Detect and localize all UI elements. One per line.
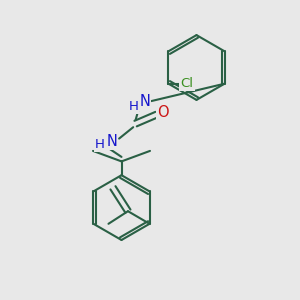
Text: H: H (95, 138, 104, 151)
Text: N: N (106, 134, 117, 148)
Text: H: H (128, 100, 138, 113)
Text: Cl: Cl (181, 77, 194, 90)
Text: O: O (158, 105, 169, 120)
Text: N: N (139, 94, 150, 110)
